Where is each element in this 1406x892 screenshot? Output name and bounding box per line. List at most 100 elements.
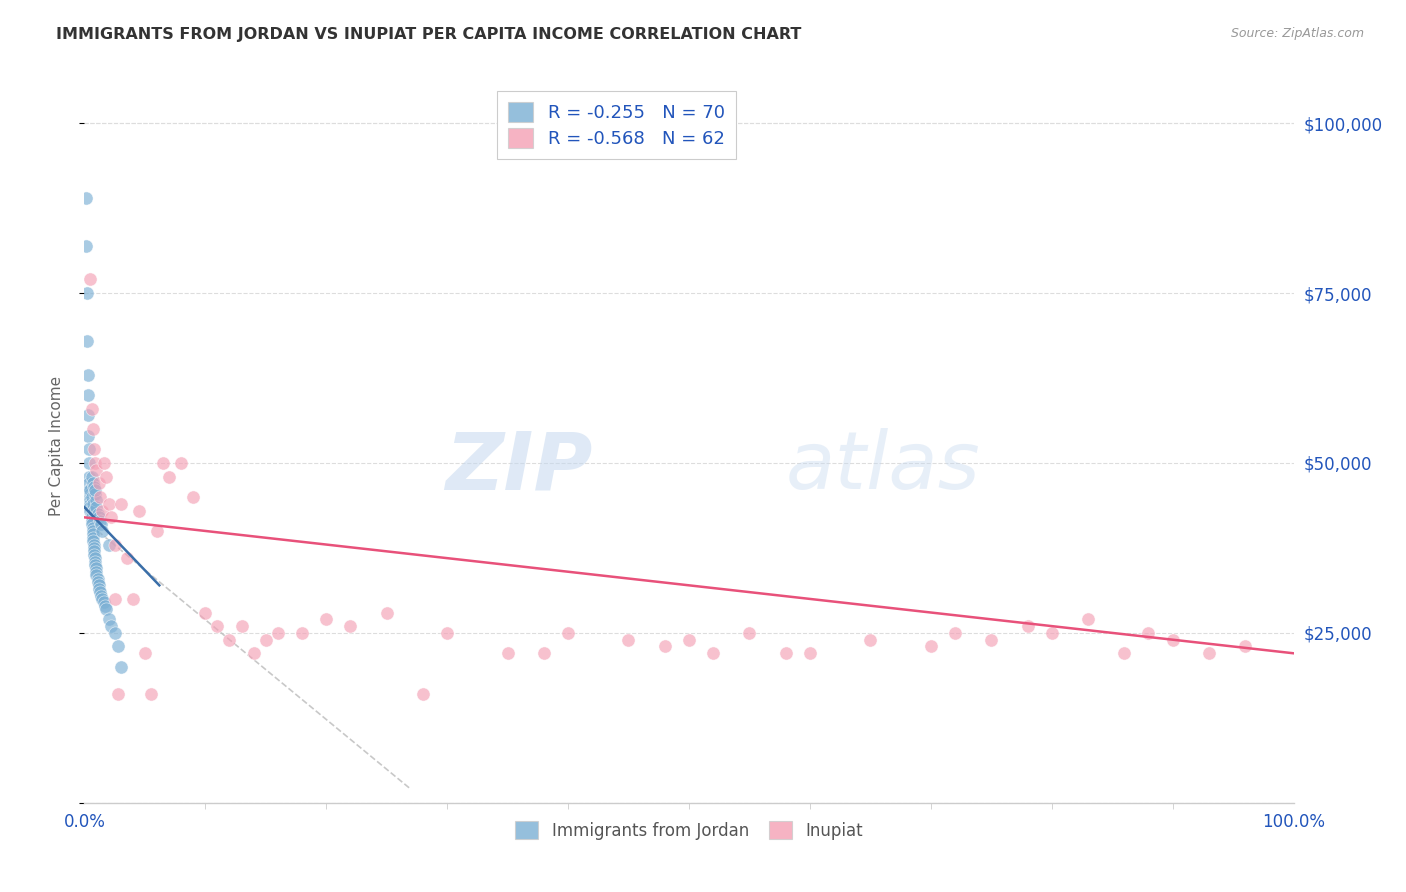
Point <box>97 537 120 551</box>
Point <box>436 626 458 640</box>
Point <box>86 507 108 521</box>
Point <box>799 646 821 660</box>
Point <box>79 490 101 504</box>
Point <box>86 572 108 586</box>
Point <box>1234 640 1257 654</box>
Point <box>83 544 105 558</box>
Point <box>82 524 104 538</box>
Point <box>375 606 398 620</box>
Point <box>702 646 724 660</box>
Point <box>315 612 337 626</box>
Point <box>77 469 100 483</box>
Point <box>91 503 114 517</box>
Point <box>86 574 108 589</box>
Point <box>77 368 100 382</box>
Point <box>1137 626 1160 640</box>
Point <box>77 409 100 423</box>
Point <box>104 591 127 606</box>
Point <box>100 510 122 524</box>
Point <box>84 551 107 566</box>
Point <box>207 619 229 633</box>
Point <box>80 401 103 416</box>
Point <box>84 555 107 569</box>
Y-axis label: Per Capita Income: Per Capita Income <box>49 376 63 516</box>
Point <box>79 483 101 498</box>
Point <box>94 602 117 616</box>
Point <box>110 660 132 674</box>
Point <box>82 476 104 491</box>
Point <box>93 595 115 609</box>
Point <box>943 626 966 640</box>
Point <box>115 551 138 566</box>
Point <box>121 591 143 606</box>
Point <box>218 632 240 647</box>
Point <box>533 646 555 660</box>
Point <box>83 480 105 494</box>
Point <box>181 490 204 504</box>
Point <box>82 497 104 511</box>
Point <box>94 599 117 613</box>
Point <box>86 568 108 582</box>
Point <box>412 687 434 701</box>
Point <box>91 591 114 606</box>
Point <box>94 469 117 483</box>
Point <box>86 500 108 515</box>
Text: atlas: atlas <box>786 428 980 507</box>
Point <box>107 640 129 654</box>
Point <box>557 626 579 640</box>
Text: ZIP: ZIP <box>444 428 592 507</box>
Point <box>1017 619 1039 633</box>
Point <box>82 531 104 545</box>
Point <box>128 503 150 517</box>
Point <box>859 632 882 647</box>
Point <box>79 500 101 515</box>
Point <box>194 606 217 620</box>
Point <box>87 476 110 491</box>
Point <box>76 286 98 301</box>
Text: IMMIGRANTS FROM JORDAN VS INUPIAT PER CAPITA INCOME CORRELATION CHART: IMMIGRANTS FROM JORDAN VS INUPIAT PER CA… <box>56 27 801 42</box>
Point <box>678 632 700 647</box>
Point <box>82 422 104 436</box>
Text: Source: ZipAtlas.com: Source: ZipAtlas.com <box>1230 27 1364 40</box>
Point <box>80 490 103 504</box>
Point <box>146 524 169 538</box>
Point <box>920 640 942 654</box>
Point <box>110 497 132 511</box>
Point <box>83 503 105 517</box>
Point <box>89 514 111 528</box>
Point <box>152 456 174 470</box>
Point <box>79 497 101 511</box>
Point <box>91 524 114 538</box>
Point <box>617 632 640 647</box>
Point <box>89 490 111 504</box>
Point <box>80 517 103 532</box>
Point <box>107 687 129 701</box>
Point <box>231 619 253 633</box>
Point <box>104 537 127 551</box>
Point <box>267 626 290 640</box>
Point <box>86 561 108 575</box>
Point <box>1161 632 1184 647</box>
Point <box>254 632 277 647</box>
Point <box>84 456 107 470</box>
Point <box>77 388 100 402</box>
Point <box>139 687 162 701</box>
Point <box>79 503 101 517</box>
Point <box>90 589 112 603</box>
Point <box>86 565 108 579</box>
Point <box>80 507 103 521</box>
Point <box>86 463 108 477</box>
Point <box>157 469 180 483</box>
Point <box>104 626 127 640</box>
Point <box>84 483 107 498</box>
Point <box>84 558 107 572</box>
Point <box>75 191 97 205</box>
Point <box>775 646 797 660</box>
Point <box>82 527 104 541</box>
Point <box>75 238 97 252</box>
Point <box>87 582 110 596</box>
Point <box>980 632 1002 647</box>
Point <box>496 646 519 660</box>
Point <box>1040 626 1063 640</box>
Point <box>97 497 120 511</box>
